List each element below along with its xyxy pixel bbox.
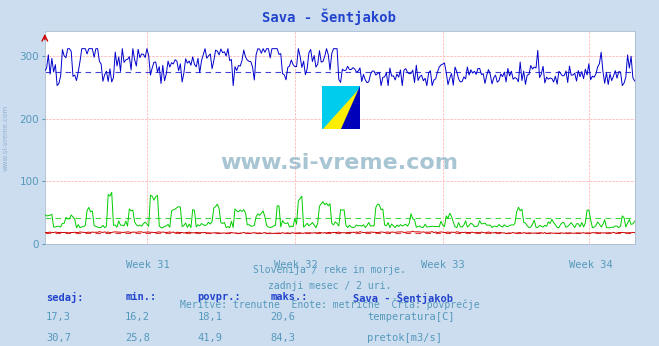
Polygon shape bbox=[322, 86, 360, 129]
Polygon shape bbox=[341, 86, 360, 129]
Text: 25,8: 25,8 bbox=[125, 333, 150, 343]
Text: 18,1: 18,1 bbox=[198, 312, 223, 322]
Text: min.:: min.: bbox=[125, 292, 156, 302]
Text: 17,3: 17,3 bbox=[46, 312, 71, 322]
Text: Sava - Šentjakob: Sava - Šentjakob bbox=[353, 292, 453, 304]
Text: povpr.:: povpr.: bbox=[198, 292, 241, 302]
Text: 41,9: 41,9 bbox=[198, 333, 223, 343]
Text: 20,6: 20,6 bbox=[270, 312, 295, 322]
Text: Week 31: Week 31 bbox=[126, 260, 170, 270]
Text: zadnji mesec / 2 uri.: zadnji mesec / 2 uri. bbox=[268, 281, 391, 291]
Text: 16,2: 16,2 bbox=[125, 312, 150, 322]
Text: www.si-vreme.com: www.si-vreme.com bbox=[2, 104, 9, 171]
Text: Week 33: Week 33 bbox=[421, 260, 465, 270]
Text: Week 34: Week 34 bbox=[569, 260, 612, 270]
Text: maks.:: maks.: bbox=[270, 292, 308, 302]
Text: pretok[m3/s]: pretok[m3/s] bbox=[367, 333, 442, 343]
Text: 30,7: 30,7 bbox=[46, 333, 71, 343]
Polygon shape bbox=[322, 86, 360, 129]
Text: temperatura[C]: temperatura[C] bbox=[367, 312, 455, 322]
Text: Slovenija / reke in morje.: Slovenija / reke in morje. bbox=[253, 265, 406, 275]
Text: 84,3: 84,3 bbox=[270, 333, 295, 343]
Text: Meritve: trenutne  Enote: metrične  Črta: povprečje: Meritve: trenutne Enote: metrične Črta: … bbox=[180, 298, 479, 310]
Text: Sava - Šentjakob: Sava - Šentjakob bbox=[262, 9, 397, 25]
Text: Week 32: Week 32 bbox=[273, 260, 318, 270]
Text: www.si-vreme.com: www.si-vreme.com bbox=[221, 153, 459, 173]
Text: sedaj:: sedaj: bbox=[46, 292, 84, 303]
